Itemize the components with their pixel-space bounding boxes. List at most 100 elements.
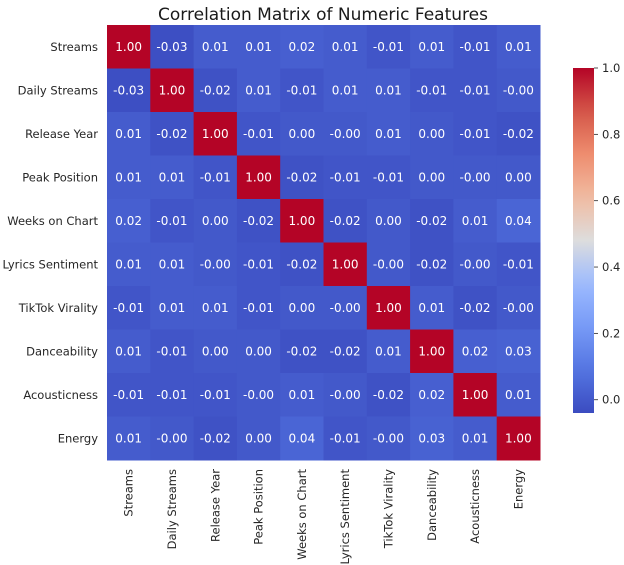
row-tick-labels: Streams Daily Streams Release Year Peak Pos… xyxy=(3,40,99,446)
heatmap-cell xyxy=(323,25,368,69)
cell-value-label: 0.00 xyxy=(245,431,272,445)
cell-value-label: -0.01 xyxy=(373,170,404,184)
cell-value-label: -0.01 xyxy=(200,388,231,402)
heatmap-cell xyxy=(280,68,324,113)
cell-value-label: -0.02 xyxy=(200,83,231,97)
cell-value-label: 0.00 xyxy=(375,214,402,228)
cell-value-label: -0.01 xyxy=(113,301,144,315)
heatmap-cell xyxy=(366,373,411,417)
heatmap-cell xyxy=(496,286,541,330)
cell-value-label: -0.03 xyxy=(113,83,144,97)
heatmap-cell xyxy=(410,112,454,156)
heatmap-cell xyxy=(453,68,498,113)
heatmap-cell xyxy=(410,199,454,243)
heatmap-cell xyxy=(323,155,368,200)
heatmap-cell xyxy=(323,416,368,461)
heatmap-cell xyxy=(323,373,368,417)
cell-value-label: 0.01 xyxy=(505,40,532,54)
heatmap-cell xyxy=(193,25,238,69)
heatmap-cell xyxy=(453,112,498,156)
colorbar-tick-label: 1.0 xyxy=(602,61,620,75)
heatmap-cell xyxy=(236,329,281,374)
cell-value-label: -0.00 xyxy=(330,301,361,315)
cell-value-label: 0.01 xyxy=(202,301,229,315)
heatmap-cell xyxy=(236,68,281,113)
heatmap-cell xyxy=(366,242,411,287)
cell-value-label: 0.00 xyxy=(288,127,315,141)
column-label: Streams xyxy=(122,469,136,517)
cell-value-label: -0.00 xyxy=(503,83,534,97)
column-label: Acousticness xyxy=(468,469,482,544)
heatmap-cell xyxy=(236,242,281,287)
heatmap-cell xyxy=(496,155,541,200)
heatmap-cell xyxy=(496,242,541,287)
cell-value-label: -0.01 xyxy=(243,127,274,141)
heatmap-cell xyxy=(410,25,454,69)
cell-value-label: -0.02 xyxy=(460,301,491,315)
heatmap-cell xyxy=(280,155,324,200)
heatmap-cell xyxy=(410,373,454,417)
cell-value-label: 0.00 xyxy=(418,127,445,141)
heatmap-cell xyxy=(410,242,454,287)
column-label: Danceability xyxy=(425,469,439,541)
heatmap-cell xyxy=(496,329,541,374)
heatmap-cell xyxy=(193,416,238,461)
cell-value-label: -0.02 xyxy=(416,257,447,271)
cell-value-label: 0.03 xyxy=(505,344,532,358)
cell-value-label: -0.01 xyxy=(200,170,231,184)
cell-value-label: 1.00 xyxy=(332,257,359,271)
heatmap-cell xyxy=(323,286,368,330)
cell-value-label: -0.01 xyxy=(113,388,144,402)
cell-value-label: -0.01 xyxy=(416,83,447,97)
cell-value-label: -0.00 xyxy=(373,257,404,271)
heatmap-cell xyxy=(453,286,498,330)
heatmap-cell xyxy=(410,68,454,113)
cell-value-label: -0.01 xyxy=(156,344,187,358)
cell-value-label: 0.04 xyxy=(505,214,532,228)
cell-value-label: 0.01 xyxy=(115,431,142,445)
heatmap-cell xyxy=(323,199,368,243)
cell-value-label: 0.01 xyxy=(288,388,315,402)
heatmap-cell xyxy=(150,416,195,461)
heatmap-cell xyxy=(193,373,238,417)
heatmap-cell xyxy=(150,199,195,243)
heatmap-cell xyxy=(496,373,541,417)
heatmap-cell xyxy=(107,373,151,417)
cell-value-label: 0.01 xyxy=(159,170,186,184)
cell-value-label: 0.00 xyxy=(418,170,445,184)
cell-value-label: 0.01 xyxy=(115,344,142,358)
column-tick-labels: Streams Daily Streams Release Year Peak Pos… xyxy=(122,469,526,565)
cell-value-label: 0.00 xyxy=(245,344,272,358)
cell-value-label: 1.00 xyxy=(375,301,402,315)
cell-value-label: -0.01 xyxy=(286,83,317,97)
heatmap-cell xyxy=(280,25,324,69)
cell-value-label: 0.02 xyxy=(418,388,445,402)
row-label: Daily Streams xyxy=(18,83,98,97)
heatmap-cell xyxy=(366,329,411,374)
cell-value-label: 0.01 xyxy=(245,40,272,54)
heatmap-cell xyxy=(366,68,411,113)
colorbar-tick-label: 0.6 xyxy=(602,194,620,208)
cell-value-label: 0.02 xyxy=(288,40,315,54)
cell-value-label: -0.02 xyxy=(243,214,274,228)
cell-value-label: 1.00 xyxy=(159,83,186,97)
heatmap-cell xyxy=(453,199,498,243)
heatmap-cell xyxy=(323,242,368,287)
heatmap-cell xyxy=(150,242,195,287)
colorbar-gradient xyxy=(573,68,594,413)
cell-value-label: 1.00 xyxy=(505,431,532,445)
heatmap-cell xyxy=(453,242,498,287)
heatmap-cell xyxy=(366,155,411,200)
heatmap-cell xyxy=(107,329,151,374)
cell-value-label: -0.01 xyxy=(460,40,491,54)
cell-value-label: -0.00 xyxy=(460,170,491,184)
heatmap-cell xyxy=(150,373,195,417)
cell-value-label: 1.00 xyxy=(245,170,272,184)
cell-value-label: -0.02 xyxy=(200,431,231,445)
cell-value-label: 0.03 xyxy=(418,431,445,445)
heatmap-cell xyxy=(236,112,281,156)
cell-value-label: 0.02 xyxy=(462,344,489,358)
heatmap-cell xyxy=(107,242,151,287)
cell-value-label: -0.02 xyxy=(156,127,187,141)
